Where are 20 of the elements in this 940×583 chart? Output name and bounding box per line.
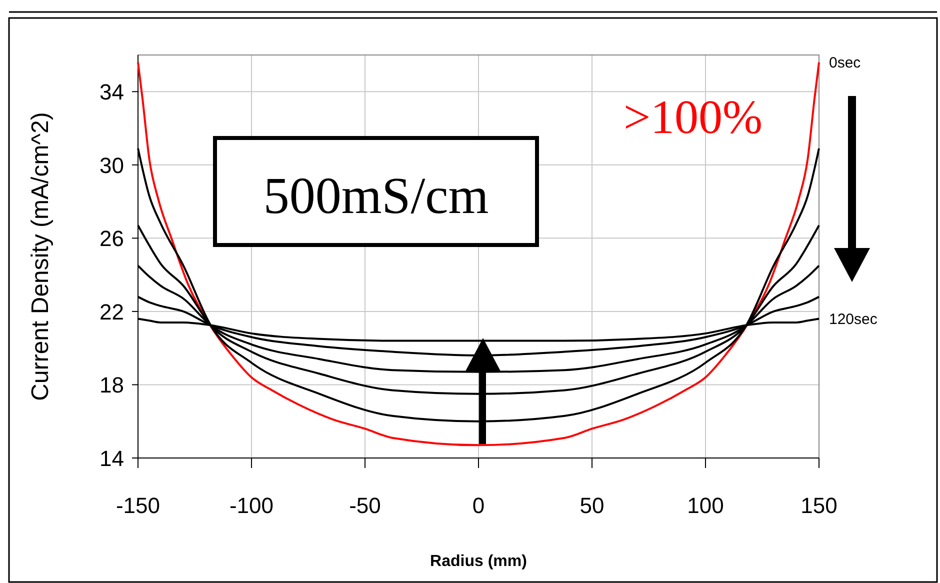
- line-series: [137, 61, 820, 446]
- x-tick-label: -100: [229, 493, 274, 518]
- x-tick-label: 150: [800, 493, 838, 518]
- annotation: 500mS/cm: [263, 168, 489, 225]
- y-tick-label: 18: [100, 372, 124, 398]
- x-tick-label: 100: [687, 493, 724, 518]
- y-tick-label: 30: [100, 152, 124, 178]
- x-axis-title: Radius (mm): [430, 553, 527, 570]
- y-tick-label: 34: [100, 80, 124, 105]
- x-tick-label: -50: [349, 493, 381, 518]
- y-tick-label: 22: [100, 299, 124, 324]
- series-label: 120sec: [829, 310, 878, 328]
- y-tick-label: 26: [100, 226, 124, 252]
- y-tick-label: 14: [100, 446, 124, 471]
- x-tick-label: 50: [580, 493, 604, 518]
- x-tick-label: 0: [472, 493, 485, 518]
- x-tick-label: -150: [116, 493, 160, 518]
- series-label: 0sec: [829, 54, 862, 72]
- annotation: >100%: [623, 91, 763, 144]
- y-axis-title: Current Density (mA/cm^2): [27, 112, 54, 401]
